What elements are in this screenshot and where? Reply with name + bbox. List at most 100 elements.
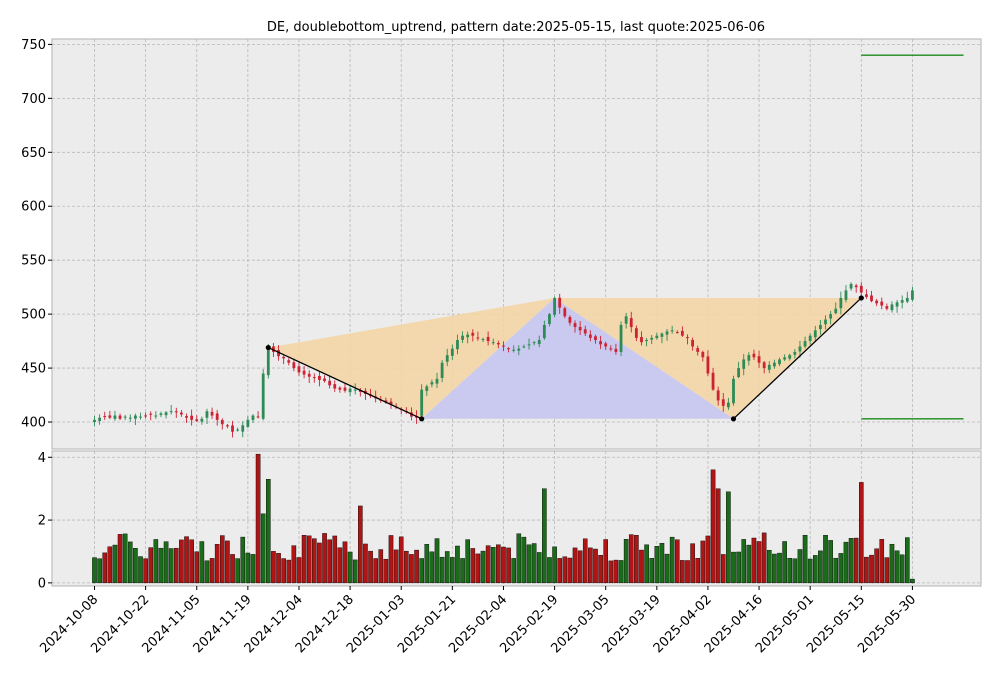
volume-bar [117, 534, 123, 584]
volume-bar [173, 547, 179, 584]
volume-bar [874, 548, 879, 584]
candle-body [706, 356, 710, 374]
candle-body [726, 402, 730, 408]
candle-body [338, 387, 342, 390]
volume-bar [869, 554, 874, 584]
volume-bar [127, 541, 133, 584]
volume-bar [787, 558, 793, 584]
volume-bar [567, 557, 573, 584]
volume-bar [352, 559, 358, 584]
volume-bar [572, 547, 578, 584]
volume-bar [746, 544, 752, 584]
candle-body [629, 318, 633, 328]
volume-bar [705, 535, 711, 584]
volume-bar [260, 513, 266, 584]
volume-bar [720, 554, 726, 584]
volume-bar [792, 558, 798, 584]
candle-body [711, 372, 715, 390]
volume-bar [424, 544, 430, 584]
volume-bar [138, 556, 143, 584]
volume-bar [833, 557, 839, 584]
candle-body [716, 390, 720, 401]
volume-bar [577, 550, 583, 584]
pattern-point [419, 416, 425, 422]
volume-bar [864, 556, 869, 584]
volume-bar [516, 533, 522, 584]
candle-body [732, 378, 735, 404]
volume-bar [521, 536, 527, 584]
candle-body [241, 425, 245, 432]
candle-body [890, 304, 894, 311]
pattern-inner-triangle [421, 297, 734, 419]
volume-bar [398, 536, 404, 584]
volume-bar [312, 538, 317, 584]
volume-bar [434, 538, 440, 584]
candle-body [328, 380, 332, 386]
price-tick-label: 500 [21, 308, 46, 323]
candle-body [767, 364, 771, 370]
candle-body [870, 295, 873, 302]
volume-bar [628, 534, 634, 584]
candle-body [261, 373, 265, 419]
price-tick-label: 600 [21, 200, 46, 215]
candle-body [854, 285, 858, 288]
candle-body [655, 335, 659, 339]
volume-bar [905, 537, 910, 584]
candle-body [803, 341, 807, 347]
volume-bar [286, 559, 292, 584]
volume-bar [639, 549, 644, 584]
volume-bar [306, 535, 312, 584]
pattern-line [268, 346, 422, 420]
volume-bar [470, 548, 476, 584]
candle-body [353, 389, 357, 391]
price-tick-label: 450 [21, 362, 46, 377]
candle-body [195, 419, 199, 421]
candle-body [532, 342, 536, 344]
volume-bar [480, 550, 486, 584]
candle-body [737, 368, 741, 378]
pattern-point [730, 416, 737, 422]
volume-bar [419, 558, 424, 584]
volume-bar [460, 558, 465, 584]
candle-body [169, 411, 173, 413]
volume-bar [531, 543, 537, 584]
candle-body [174, 411, 178, 413]
candle-body [226, 425, 229, 427]
volume-bar [910, 578, 915, 584]
candle-body [461, 335, 464, 340]
volume-bar [189, 539, 194, 584]
candle-body [553, 297, 556, 315]
volume-bar [409, 554, 414, 584]
candle-body [512, 349, 516, 351]
candle-body [139, 416, 142, 418]
candle-body [445, 355, 449, 362]
volume-bar [429, 551, 435, 584]
candle-body [752, 353, 756, 358]
candle-body [277, 350, 280, 357]
candle-body [159, 413, 163, 415]
candle-body [599, 341, 602, 345]
volume-bar [388, 535, 394, 584]
volume-tick-label: 2 [38, 514, 46, 529]
candle-body [389, 401, 393, 405]
volume-bar [322, 533, 327, 584]
volume-bar [766, 549, 772, 584]
volume-bar [92, 557, 97, 584]
volume-bar [291, 545, 297, 584]
candle-body [231, 425, 234, 432]
candle-body [880, 301, 884, 306]
candle-body [819, 324, 822, 330]
candle-body [323, 378, 326, 382]
volume-bar [214, 544, 220, 584]
volume-bar [133, 548, 138, 584]
candle-body [778, 359, 781, 365]
candle-body [583, 329, 587, 334]
candle-body [220, 420, 224, 425]
candle-body [588, 334, 592, 338]
volume-bar [690, 543, 695, 584]
candle-body [650, 337, 654, 340]
volume-bar [97, 558, 102, 584]
candle-body [849, 283, 853, 289]
candle-body [246, 419, 250, 427]
volume-bar [245, 552, 251, 584]
